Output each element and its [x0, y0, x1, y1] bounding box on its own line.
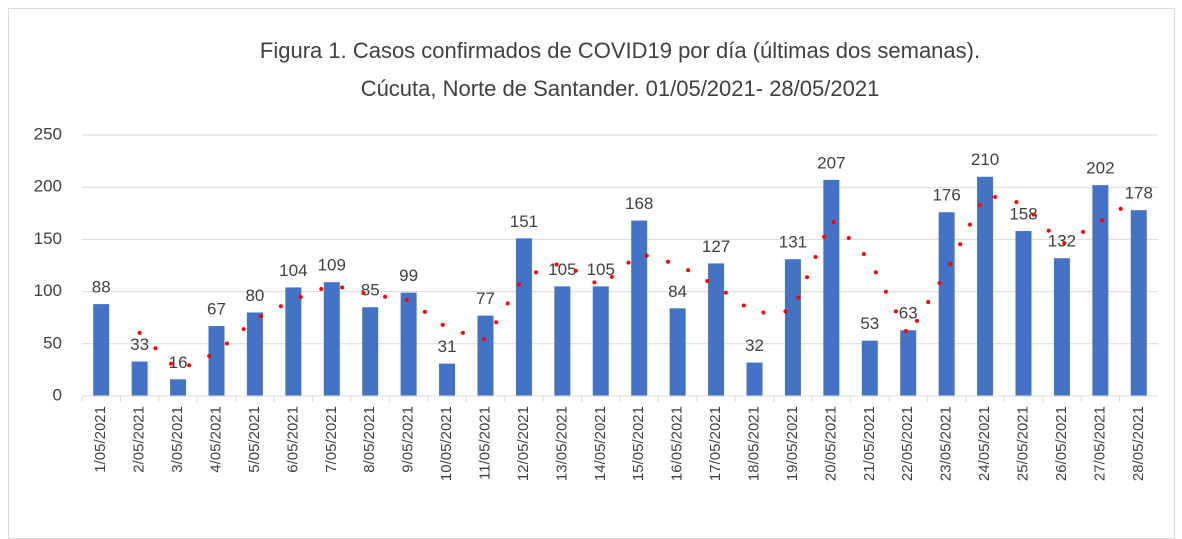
x-tick-label: 17/05/2021 — [707, 406, 724, 481]
data-label: 178 — [1125, 184, 1153, 203]
x-tick-label: 21/05/2021 — [861, 406, 878, 481]
x-tick-label: 5/05/2021 — [246, 406, 263, 473]
x-tick-label: 14/05/2021 — [592, 406, 609, 481]
data-label: 109 — [318, 256, 346, 275]
bar — [285, 287, 302, 396]
data-label: 88 — [92, 278, 111, 297]
x-tick-label: 7/05/2021 — [323, 406, 340, 473]
x-tick-label: 18/05/2021 — [745, 406, 762, 481]
bar — [900, 330, 917, 396]
x-tick-label: 28/05/2021 — [1130, 406, 1147, 481]
bar — [400, 292, 417, 396]
y-tick-label: 50 — [43, 333, 62, 352]
bar — [938, 212, 955, 396]
data-label: 33 — [130, 335, 149, 354]
chart-subtitle: Cúcuta, Norte de Santander. 01/05/2021- … — [361, 76, 880, 101]
bar — [1053, 258, 1070, 396]
x-tick-label: 13/05/2021 — [553, 406, 570, 481]
y-tick-label: 200 — [34, 177, 62, 196]
x-tick-label: 20/05/2021 — [822, 406, 839, 481]
data-label: 99 — [399, 266, 418, 285]
bar — [592, 286, 609, 396]
x-tick-label: 3/05/2021 — [169, 406, 186, 473]
bar — [1015, 231, 1032, 396]
data-label: 104 — [279, 261, 307, 280]
bar — [823, 179, 840, 396]
x-tick-label: 22/05/2021 — [899, 406, 916, 481]
bar — [631, 220, 648, 396]
data-label: 210 — [971, 150, 999, 169]
bar — [669, 308, 686, 396]
y-tick-label: 250 — [34, 124, 62, 143]
data-label: 176 — [932, 186, 960, 205]
data-label: 53 — [860, 314, 879, 333]
data-label: 77 — [476, 289, 495, 308]
x-tick-label: 26/05/2021 — [1053, 406, 1070, 481]
data-label: 84 — [668, 282, 687, 301]
data-label: 202 — [1086, 159, 1114, 178]
bar — [93, 304, 110, 396]
data-label: 105 — [548, 260, 576, 279]
x-tick-label: 1/05/2021 — [92, 406, 109, 473]
x-tick-label: 24/05/2021 — [976, 406, 993, 481]
bar — [477, 315, 494, 396]
bar — [170, 379, 187, 396]
bar — [323, 282, 340, 396]
bar — [708, 263, 725, 396]
x-tick-label: 11/05/2021 — [476, 406, 493, 480]
bar — [1092, 185, 1109, 396]
x-tick-label: 15/05/2021 — [630, 406, 647, 481]
data-label: 132 — [1048, 232, 1076, 251]
x-tick-label: 8/05/2021 — [361, 406, 378, 473]
x-tick-label: 16/05/2021 — [669, 406, 686, 481]
chart-title: Figura 1. Casos confirmados de COVID19 p… — [260, 38, 980, 63]
bar — [246, 312, 263, 396]
x-tick-label: 6/05/2021 — [284, 406, 301, 473]
y-tick-label: 100 — [34, 281, 62, 300]
data-label: 32 — [745, 336, 764, 355]
data-label: 31 — [438, 337, 457, 356]
bar — [784, 259, 801, 396]
data-label: 16 — [169, 353, 188, 372]
data-label: 151 — [510, 212, 538, 231]
x-tick-label: 2/05/2021 — [131, 406, 148, 473]
data-label: 63 — [899, 304, 918, 323]
bar — [131, 361, 148, 396]
bar — [439, 363, 456, 396]
data-label: 80 — [245, 286, 264, 305]
data-label: 85 — [361, 281, 380, 300]
bar — [977, 176, 994, 396]
x-tick-label: 9/05/2021 — [400, 406, 417, 473]
x-tick-label: 19/05/2021 — [784, 406, 801, 481]
bar — [746, 362, 763, 396]
y-tick-label: 150 — [34, 229, 62, 248]
data-label: 105 — [587, 260, 615, 279]
x-tick-label: 27/05/2021 — [1091, 406, 1108, 481]
data-label: 158 — [1009, 205, 1037, 224]
x-tick-label: 12/05/2021 — [515, 406, 532, 481]
x-tick-label: 10/05/2021 — [438, 406, 455, 481]
data-label: 127 — [702, 237, 730, 256]
x-tick-label: 4/05/2021 — [207, 406, 224, 473]
bar — [1130, 210, 1147, 396]
y-tick-label: 0 — [53, 385, 62, 404]
bar — [554, 286, 571, 396]
bar — [515, 238, 532, 396]
data-label: 131 — [779, 233, 807, 252]
data-label: 67 — [207, 300, 226, 319]
bar — [362, 307, 379, 396]
x-tick-label: 25/05/2021 — [1014, 406, 1031, 481]
bar — [208, 326, 225, 396]
x-tick-label: 23/05/2021 — [938, 406, 955, 481]
data-label: 207 — [817, 153, 845, 172]
bar — [861, 340, 878, 396]
data-label: 168 — [625, 194, 653, 213]
